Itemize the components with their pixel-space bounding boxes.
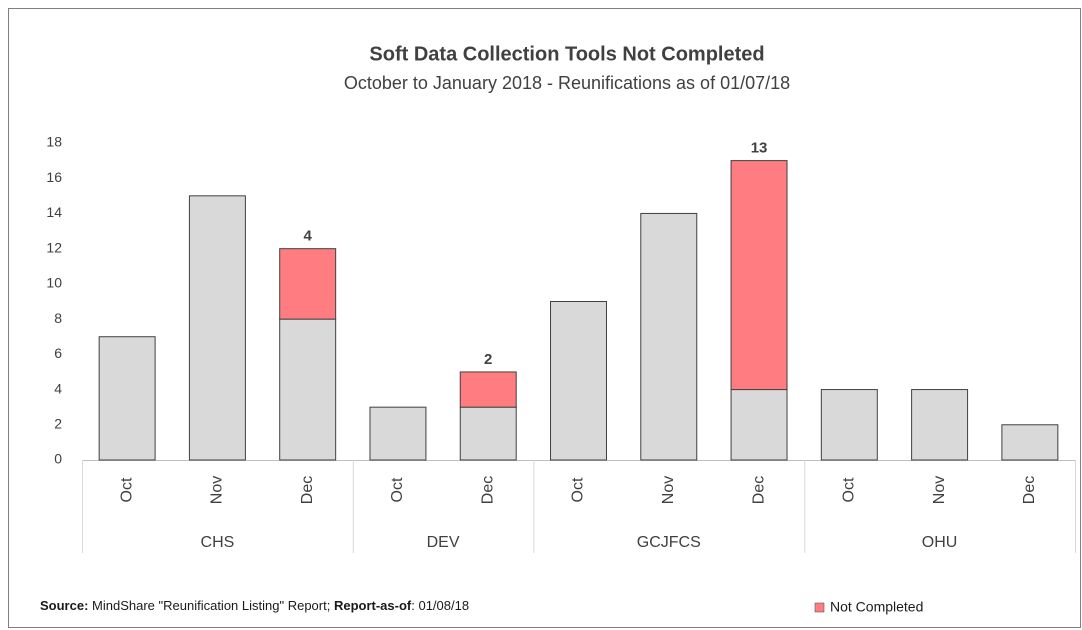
chart-border — [8, 8, 1081, 628]
bar — [369, 406, 427, 461]
x-tick-label: Dec — [299, 476, 316, 504]
bar — [459, 371, 517, 408]
group-label: OHU — [922, 534, 958, 551]
y-tick-label: 4 — [54, 380, 62, 396]
y-tick-label: 0 — [54, 451, 62, 467]
source-label: Source: — [40, 598, 89, 613]
y-tick-label: 8 — [54, 310, 62, 326]
chart-title: Soft Data Collection Tools Not Completed — [369, 43, 764, 65]
legend-label: Not Completed — [830, 599, 923, 615]
x-tick-label: Oct — [389, 477, 406, 502]
bar — [279, 248, 337, 320]
group-label: CHS — [201, 534, 235, 551]
x-tick-label: Nov — [931, 476, 948, 504]
bar — [98, 336, 156, 461]
y-tick-label: 14 — [46, 204, 62, 220]
source-text: MindShare "Reunification Listing" Report… — [92, 598, 331, 613]
x-tick-label: Oct — [118, 477, 135, 502]
bar — [820, 389, 878, 461]
x-tick-label: Dec — [479, 476, 496, 504]
data-label: 2 — [484, 351, 492, 368]
x-tick-label: Nov — [209, 476, 226, 504]
bar — [1001, 424, 1059, 461]
bar — [640, 212, 698, 461]
data-label: 13 — [751, 140, 768, 157]
asof-text: : 01/08/18 — [411, 598, 470, 613]
chart-subtitle: October to January 2018 - Reunifications… — [344, 73, 790, 93]
footnote: Source: MindShare "Reunification Listing… — [40, 598, 469, 613]
y-tick-label: 12 — [46, 239, 62, 255]
y-tick-label: 6 — [54, 345, 62, 361]
y-tick-label: 10 — [46, 275, 62, 291]
group-label: GCJFCS — [637, 534, 701, 551]
bar — [911, 389, 969, 461]
x-tick-label: Oct — [841, 477, 858, 502]
bar — [730, 389, 788, 461]
y-tick-label: 16 — [46, 169, 62, 185]
y-tick-label: 18 — [46, 134, 62, 150]
bar — [459, 406, 517, 461]
legend-swatch — [814, 602, 825, 613]
bar — [279, 318, 337, 461]
x-tick-label: Dec — [750, 476, 767, 504]
data-label: 4 — [304, 228, 313, 245]
bar — [188, 195, 246, 461]
y-tick-label: 2 — [54, 415, 62, 431]
x-tick-label: Dec — [1021, 476, 1038, 504]
bar — [730, 160, 788, 391]
bar — [550, 301, 607, 461]
x-tick-label: Nov — [660, 476, 677, 504]
asof-label: Report-as-of — [333, 598, 412, 613]
x-tick-label: Oct — [570, 477, 587, 502]
group-label: DEV — [427, 534, 460, 551]
